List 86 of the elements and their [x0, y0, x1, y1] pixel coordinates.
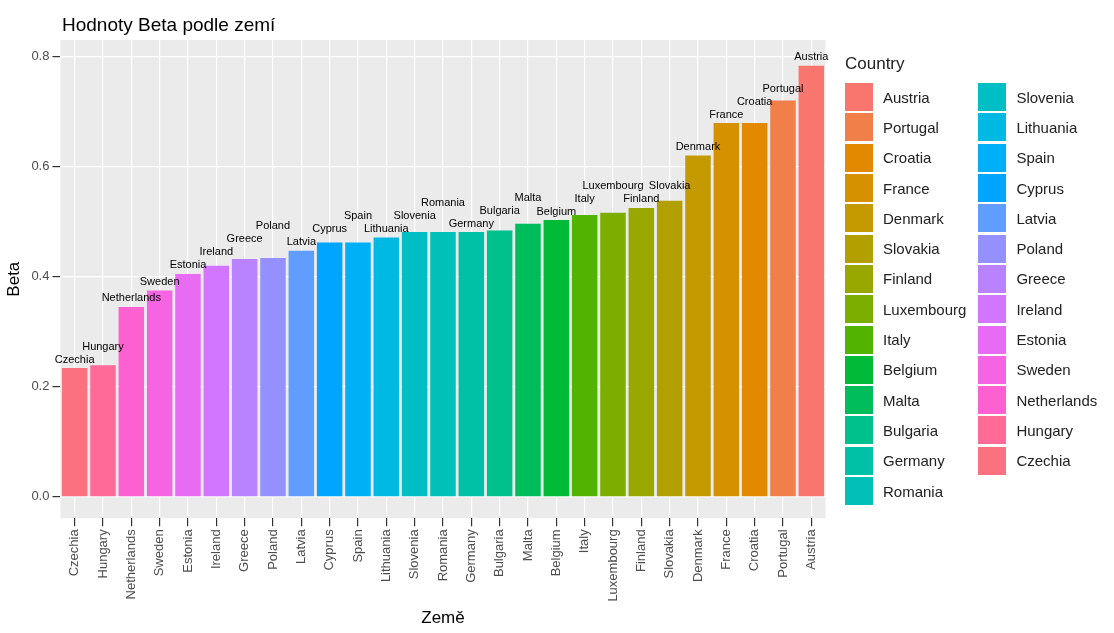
legend-label: Austria: [883, 88, 930, 106]
legend-label: Hungary: [1016, 421, 1074, 439]
legend-label: Poland: [1016, 240, 1064, 258]
legend-label: Latvia: [1016, 209, 1057, 227]
x-tick-label: Bulgaria: [491, 528, 507, 578]
text: Greece: [226, 232, 263, 245]
x-tick-label: Ireland: [207, 529, 223, 570]
legend-label: Spain: [1016, 149, 1055, 167]
text: Malta: [514, 190, 542, 203]
legend-label: Slovakia: [883, 240, 940, 258]
legend-label: Ireland: [1016, 300, 1063, 318]
x-tick-label: Hungary: [94, 528, 110, 579]
text: Ireland: [199, 245, 234, 258]
x-tick-label: Slovenia: [406, 528, 422, 580]
legend-title: Country: [845, 54, 906, 74]
x-tick-label: Slovakia: [661, 528, 677, 579]
legend-label: Denmark: [883, 209, 944, 227]
legend-label: Estonia: [1016, 331, 1067, 349]
text: Latvia: [286, 235, 316, 248]
legend-label: Czechia: [1016, 452, 1071, 470]
text: Portugal: [762, 81, 804, 94]
legend-label: Malta: [883, 391, 920, 409]
y-tick-label: 0.0: [31, 488, 50, 504]
x-tick-label: Denmark: [689, 528, 705, 583]
x-tick-label: Malta: [519, 528, 535, 562]
x-tick-label: Greece: [236, 529, 252, 572]
legend-label: Netherlands: [1016, 391, 1098, 409]
text: Slovenia: [393, 209, 436, 222]
text: Finland: [623, 192, 660, 205]
text: Spain: [343, 209, 373, 222]
legend-label: Croatia: [883, 149, 932, 167]
x-tick-label: Sweden: [151, 529, 167, 577]
x-tick-label: Germany: [462, 528, 478, 583]
legend-label: Luxembourg: [883, 300, 967, 318]
x-tick-label: Italy: [576, 528, 592, 554]
x-tick-label: Portugal: [774, 529, 790, 578]
legend-label: Italy: [883, 331, 911, 349]
text: Luxembourg: [582, 178, 644, 191]
x-tick-label: Spain: [349, 529, 365, 563]
text: France: [709, 107, 744, 120]
text: Cyprus: [312, 222, 348, 235]
text: Sweden: [139, 274, 180, 287]
legend-label: Portugal: [883, 118, 939, 136]
legend-label: Slovenia: [1016, 88, 1074, 106]
x-tick-label: Netherlands: [122, 528, 138, 600]
legend-label: Greece: [1016, 270, 1066, 288]
text: Romania: [420, 196, 465, 209]
x-tick-label: Poland: [264, 529, 280, 570]
y-tick-label: 0.8: [31, 48, 50, 64]
x-tick-label: Czechia: [66, 528, 82, 577]
x-tick-label: Austria: [802, 528, 818, 570]
legend-label: Belgium: [883, 361, 938, 379]
y-tick-label: 0.6: [31, 158, 50, 174]
text: Austria: [794, 50, 829, 63]
x-tick-label: Finland: [632, 529, 648, 572]
x-tick-label: Belgium: [547, 529, 563, 577]
y-tick-label: 0.4: [31, 268, 50, 284]
text: Germany: [448, 216, 494, 229]
text: Czechia: [54, 352, 95, 365]
text: Bulgaria: [479, 203, 520, 216]
text: Italy: [574, 191, 595, 204]
text: Lithuania: [363, 222, 409, 235]
text: Poland: [255, 219, 291, 232]
x-tick-label: Cyprus: [321, 528, 337, 571]
x-axis-title: Země: [421, 608, 465, 628]
legend-label: Bulgaria: [883, 421, 939, 439]
x-tick-label: Romania: [434, 528, 450, 582]
x-tick-label: Croatia: [746, 528, 762, 572]
x-tick-label: Latvia: [292, 528, 308, 565]
x-tick-label: France: [717, 529, 733, 570]
x-tick-label: Luxembourg: [604, 529, 620, 602]
legend-label: France: [883, 179, 930, 197]
legend-label: Germany: [883, 452, 945, 470]
y-axis-title: Beta: [3, 261, 23, 297]
chart-title: Hodnoty Beta podle zemí: [62, 14, 276, 36]
y-tick-label: 0.2: [31, 378, 50, 394]
legend-label: Finland: [883, 270, 933, 288]
text: Estonia: [169, 258, 207, 271]
legend-label: Romania: [883, 482, 944, 500]
text: Croatia: [736, 94, 773, 107]
legend-label: Cyprus: [1016, 179, 1064, 197]
x-tick-label: Lithuania: [377, 528, 393, 583]
text: Belgium: [536, 204, 577, 217]
x-tick-label: Estonia: [179, 528, 195, 573]
legend-label: Sweden: [1016, 361, 1071, 379]
legend-label: Lithuania: [1016, 118, 1078, 136]
